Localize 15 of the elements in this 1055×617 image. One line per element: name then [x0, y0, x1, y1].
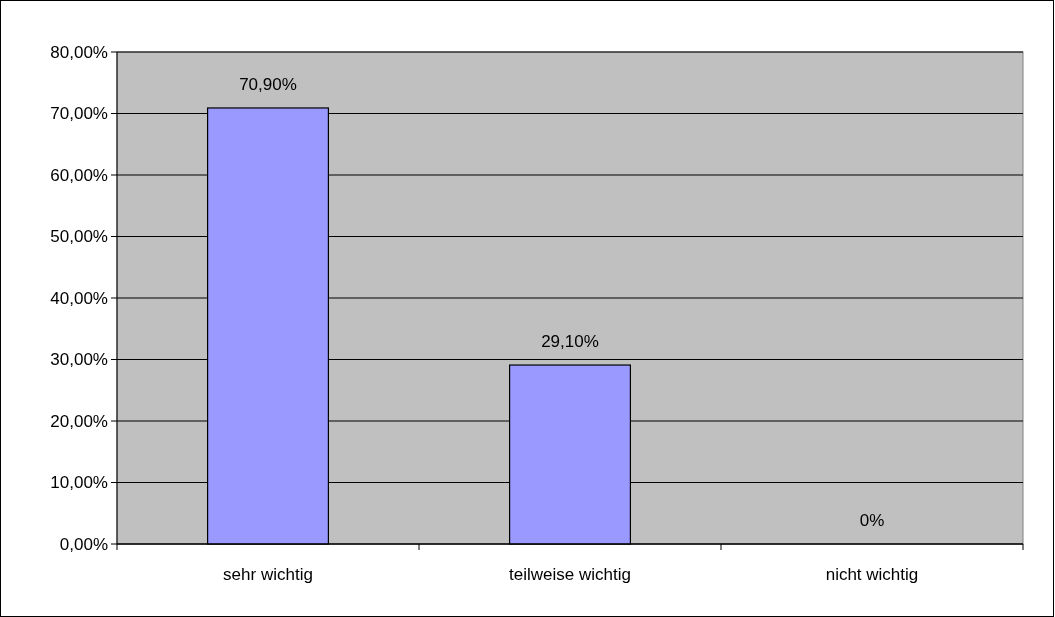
- y-tick-label: 70,00%: [50, 104, 108, 124]
- y-tick-label: 10,00%: [50, 473, 108, 493]
- y-tick-label: 0,00%: [59, 534, 108, 554]
- x-tick-label: sehr wichtig: [223, 565, 313, 584]
- data-label: 70,90%: [239, 74, 297, 94]
- x-tick-label: nicht wichtig: [825, 565, 919, 584]
- data-label: 29,10%: [541, 332, 599, 352]
- y-tick-label: 50,00%: [50, 227, 108, 247]
- y-tick-label: 40,00%: [50, 288, 108, 308]
- y-tick-label: 60,00%: [50, 165, 108, 185]
- data-label: 0%: [859, 511, 885, 530]
- x-tick-label: teilweise wichtig: [509, 565, 631, 584]
- y-tick-label: 30,00%: [50, 350, 108, 370]
- y-tick-label: 80,00%: [50, 42, 108, 62]
- y-tick-label: 20,00%: [50, 411, 108, 431]
